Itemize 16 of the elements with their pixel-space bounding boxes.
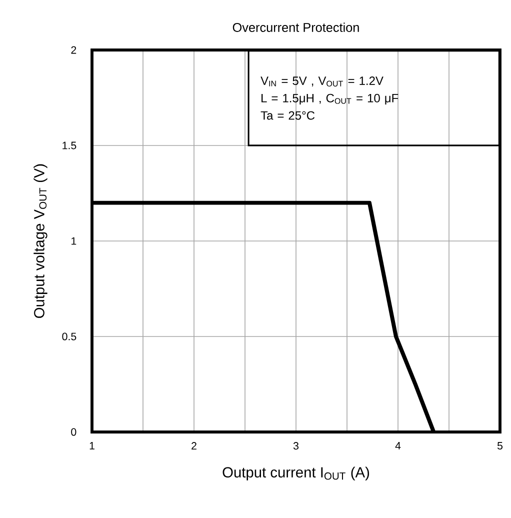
annotation: Ta = 25°C [260,111,315,120]
x-tick-label: 5 [497,442,503,450]
y-tick-label: 2 [71,46,76,54]
x-tick-label: 2 [192,442,196,450]
y-tick-label: 1 [72,237,76,245]
x-tick-label: 3 [293,442,298,450]
x-tick-label: 1 [90,442,94,450]
y-tick-label: 0 [71,428,76,436]
x-tick-label: 4 [395,442,401,450]
chart-title: Overcurrent Protection [232,22,359,32]
annotation: V$_{IN}$ = 5V , V$_{OUT}$ = 1.2V [260,76,384,86]
annotation: L = 1.5μH , C$_{OUT}$ = 10 μF [262,94,398,105]
x-axis-title: Output current I$_{OUT}$ (A) [222,466,370,480]
y-axis-title: Output voltage V$_{OUT}$ (V) [34,164,48,318]
y-tick-label: 0.5 [62,332,76,340]
y-tick-label: 1.5 [62,142,76,150]
